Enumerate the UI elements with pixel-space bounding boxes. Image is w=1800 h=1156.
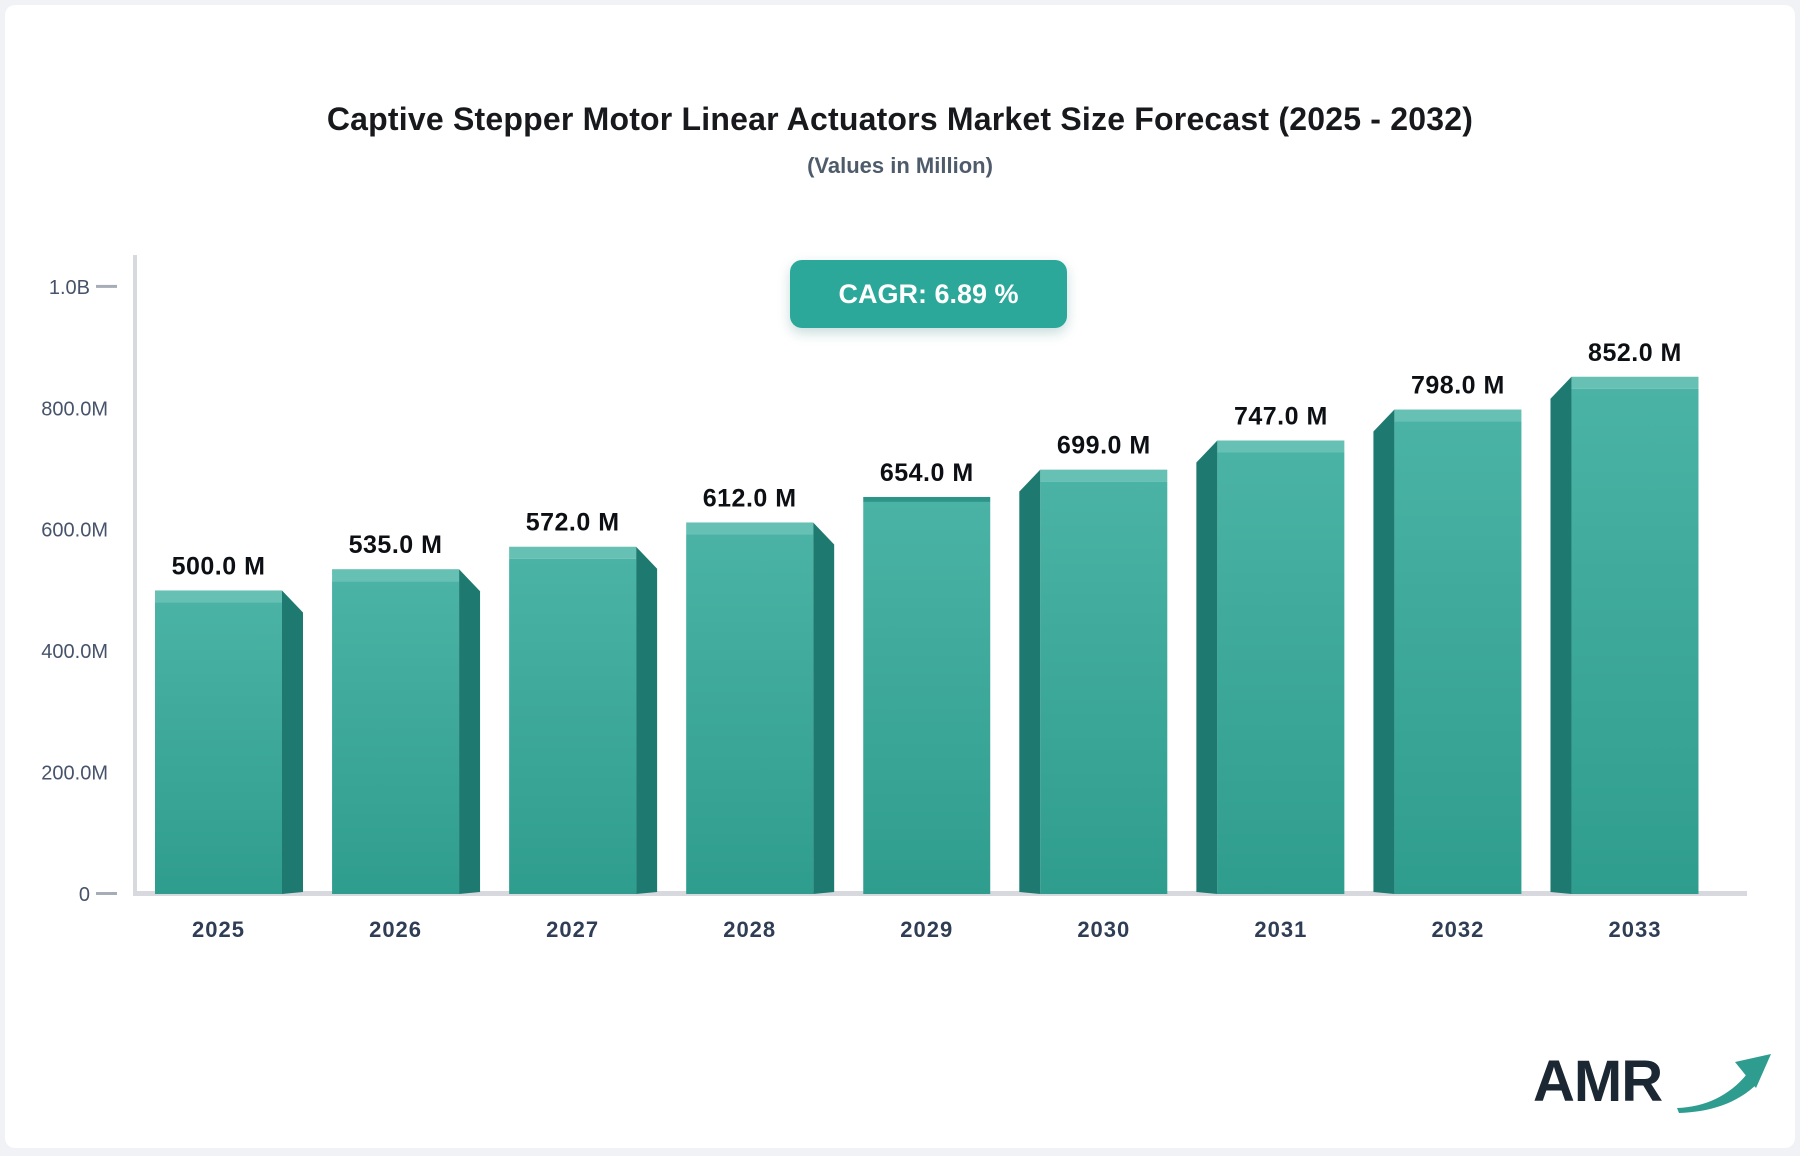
bar-top-face xyxy=(863,496,991,502)
growth-arrow-icon xyxy=(1677,1054,1771,1113)
bar-front-face xyxy=(686,534,814,894)
x-tick-label: 2028 xyxy=(723,917,776,942)
x-tick-label: 2032 xyxy=(1431,917,1484,942)
y-tick-label: 800.0M xyxy=(41,398,108,420)
bar-2028: 612.0 M 2028 xyxy=(686,484,835,942)
bar-value-label: 699.0 M xyxy=(1057,432,1151,460)
bar-front-face xyxy=(863,501,991,894)
bar-front-face xyxy=(155,602,282,894)
y-tick-label: 0 xyxy=(79,884,90,906)
bar-value-label: 535.0 M xyxy=(349,531,443,559)
bar-2027: 572.0 M 2027 xyxy=(509,509,658,942)
y-tick-label: 600.0M xyxy=(41,520,108,542)
bar-chart: 0 200.0M 400.0M 600.0M 800.0M 1.0B 500.0 M 2025… xyxy=(41,255,1747,942)
bar-value-label: 798.0 M xyxy=(1411,372,1505,400)
bar-value-label: 852.0 M xyxy=(1588,339,1682,367)
bar-2029: 654.0 M 2029 xyxy=(863,459,991,942)
amr-logo-text: AMR xyxy=(1533,1049,1663,1114)
bar-2032: 798.0 M 2032 xyxy=(1373,372,1522,942)
bar-front-face xyxy=(509,558,637,894)
bar-top-face xyxy=(1040,469,1168,482)
bar-side-face xyxy=(1373,409,1395,894)
bar-front-face xyxy=(332,581,460,894)
x-tick-label: 2033 xyxy=(1609,917,1662,942)
bar-top-face xyxy=(332,569,460,582)
bar-value-label: 500.0 M xyxy=(172,552,266,580)
amr-logo: AMR xyxy=(1533,1040,1773,1125)
bar-2025: 500.0 M 2025 xyxy=(155,552,303,942)
x-tick-label: 2027 xyxy=(546,917,599,942)
bar-top-face xyxy=(155,590,282,603)
bar-2033: 852.0 M 2033 xyxy=(1550,339,1699,942)
y-tick-label: 1.0B xyxy=(49,277,90,299)
y-tick-dash xyxy=(96,284,117,288)
chart-title: Captive Stepper Motor Linear Actuators M… xyxy=(326,101,1474,137)
x-tick-label: 2030 xyxy=(1077,917,1130,942)
bar-2031: 747.0 M 2031 xyxy=(1196,402,1345,942)
y-axis-line xyxy=(133,255,137,896)
bar-front-face xyxy=(1571,388,1699,894)
x-tick-label: 2031 xyxy=(1254,917,1307,942)
bar-front-face xyxy=(1217,452,1345,894)
bar-side-face xyxy=(813,522,835,894)
bar-top-face xyxy=(686,522,814,535)
y-tick-dash xyxy=(96,892,117,895)
chart-card: Captive Stepper Motor Linear Actuators M… xyxy=(5,5,1795,1148)
x-tick-label: 2025 xyxy=(192,917,245,942)
bar-side-face xyxy=(1019,469,1041,894)
bar-side-face xyxy=(636,546,658,894)
bar-front-face xyxy=(1394,421,1522,894)
x-tick-label: 2029 xyxy=(900,917,953,942)
cagr-badge: CAGR: 6.89 % xyxy=(790,260,1067,328)
x-tick-label: 2026 xyxy=(369,917,422,942)
bar-value-label: 612.0 M xyxy=(703,484,797,512)
bar-side-face xyxy=(1196,440,1218,894)
bar-top-face xyxy=(1394,409,1522,422)
y-tick-label: 200.0M xyxy=(41,763,108,785)
bar-2030: 699.0 M 2030 xyxy=(1019,432,1168,942)
bar-2026: 535.0 M 2026 xyxy=(332,531,481,942)
bar-top-face xyxy=(1217,440,1345,453)
chart-subtitle: (Values in Million) xyxy=(807,153,993,178)
bar-value-label: 572.0 M xyxy=(526,509,620,537)
bar-side-face xyxy=(459,569,481,894)
bar-side-face xyxy=(1550,376,1572,894)
bar-side-face xyxy=(282,590,303,894)
bar-top-face xyxy=(509,546,637,559)
bar-value-label: 747.0 M xyxy=(1234,402,1328,430)
bar-top-face xyxy=(1571,376,1699,389)
bar-front-face xyxy=(1040,481,1168,894)
y-tick-label: 400.0M xyxy=(41,641,108,663)
bar-value-label: 654.0 M xyxy=(880,459,974,487)
